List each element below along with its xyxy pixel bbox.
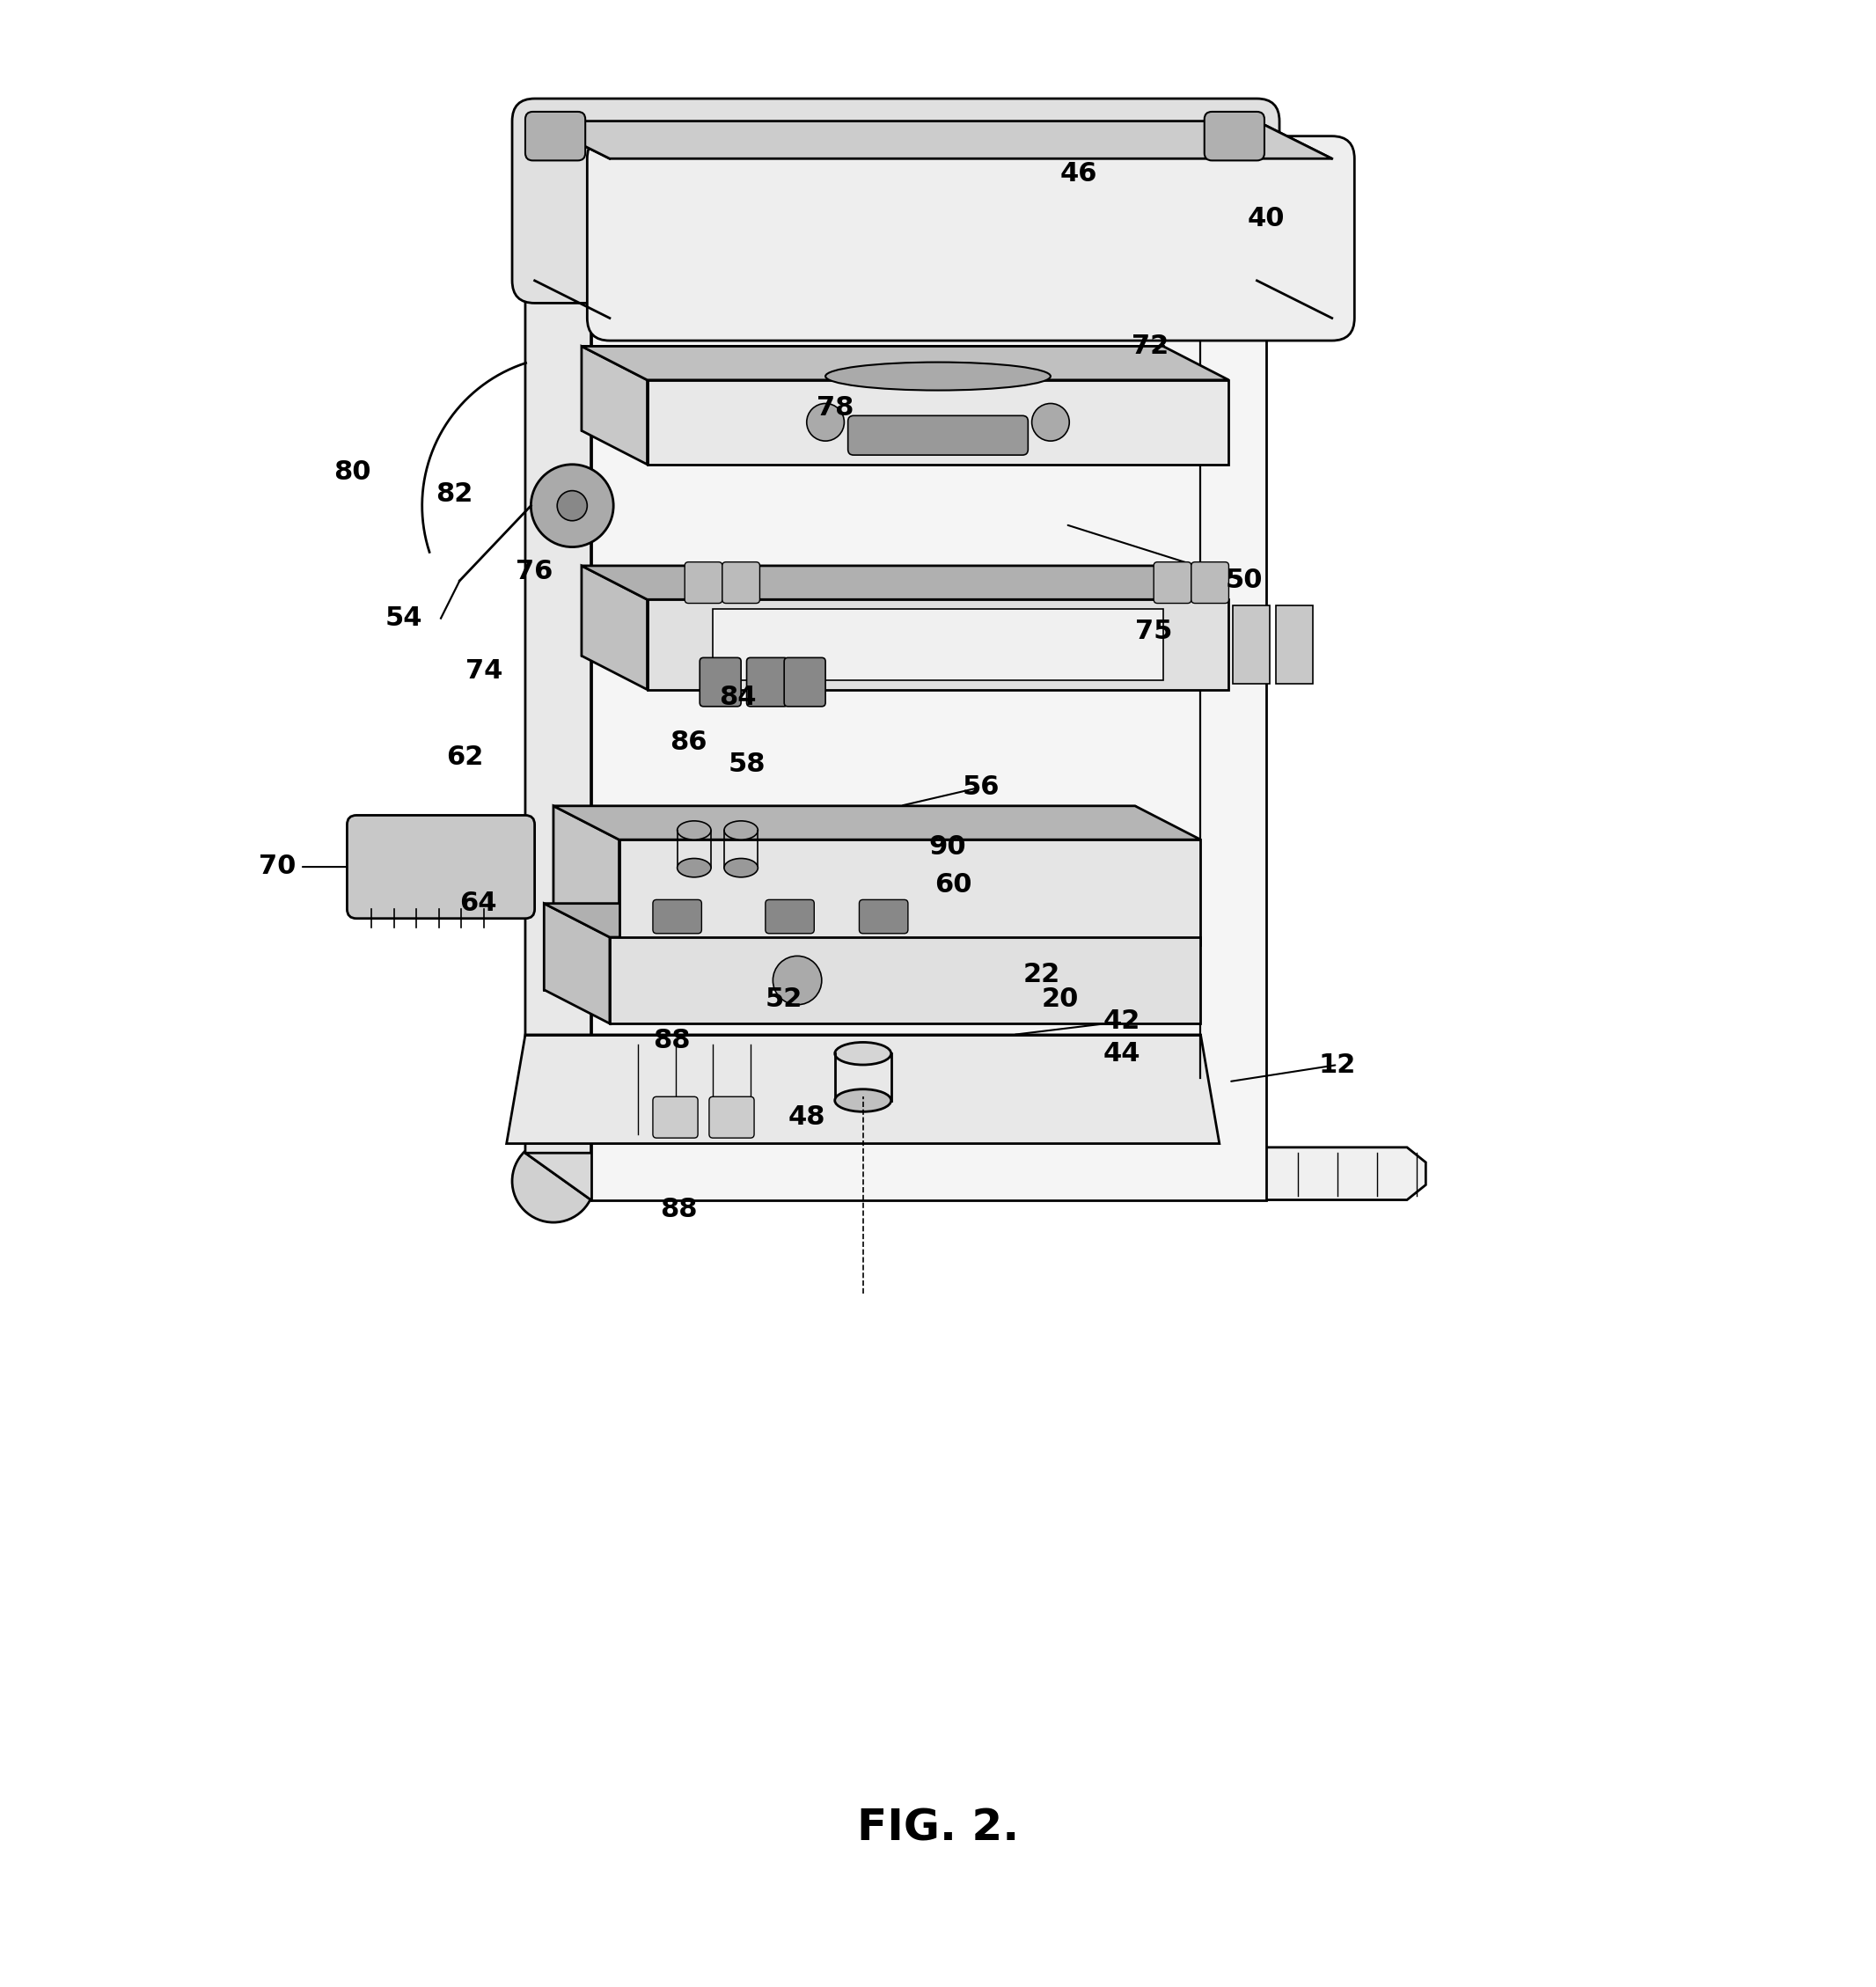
Ellipse shape [835, 1089, 891, 1111]
Circle shape [807, 403, 844, 441]
Polygon shape [582, 566, 647, 689]
FancyBboxPatch shape [653, 900, 702, 934]
FancyBboxPatch shape [1154, 562, 1191, 604]
FancyBboxPatch shape [653, 1097, 698, 1139]
FancyBboxPatch shape [722, 562, 760, 604]
Text: FIG. 2.: FIG. 2. [857, 1808, 1019, 1850]
Polygon shape [553, 807, 1201, 841]
Text: 12: 12 [1319, 1051, 1356, 1077]
Text: 20: 20 [1041, 986, 1079, 1011]
Text: 40: 40 [1248, 207, 1285, 230]
Text: 54: 54 [385, 606, 422, 632]
Text: 72: 72 [1131, 334, 1169, 360]
Bar [544, 904, 1135, 990]
Text: 62: 62 [446, 745, 484, 769]
FancyBboxPatch shape [784, 658, 825, 707]
Bar [619, 841, 1201, 944]
FancyBboxPatch shape [848, 415, 1028, 455]
Circle shape [512, 1141, 595, 1222]
Text: 46: 46 [1060, 161, 1097, 187]
Ellipse shape [825, 362, 1051, 389]
Polygon shape [553, 807, 619, 944]
FancyBboxPatch shape [512, 99, 1279, 304]
Text: 48: 48 [788, 1105, 825, 1131]
Ellipse shape [835, 1043, 891, 1065]
Text: 22: 22 [1022, 962, 1060, 988]
Bar [591, 215, 1266, 1200]
Text: 44: 44 [1103, 1041, 1141, 1067]
FancyBboxPatch shape [587, 137, 1354, 340]
FancyBboxPatch shape [347, 815, 535, 918]
Polygon shape [525, 169, 591, 1200]
FancyBboxPatch shape [709, 1097, 754, 1139]
FancyBboxPatch shape [700, 658, 741, 707]
Text: 86: 86 [670, 729, 707, 755]
Polygon shape [535, 121, 1332, 159]
Text: 90: 90 [929, 835, 966, 860]
Bar [1276, 606, 1313, 684]
Text: 64: 64 [460, 890, 497, 916]
Ellipse shape [724, 821, 758, 841]
Polygon shape [507, 1035, 1219, 1145]
Polygon shape [582, 346, 1229, 380]
FancyBboxPatch shape [765, 900, 814, 934]
Polygon shape [525, 169, 1266, 215]
Text: 84: 84 [719, 684, 756, 709]
Ellipse shape [677, 821, 711, 841]
Text: 75: 75 [1135, 618, 1172, 644]
Bar [582, 346, 1163, 431]
Circle shape [557, 491, 587, 521]
Circle shape [531, 465, 613, 546]
Circle shape [1032, 403, 1069, 441]
Bar [610, 938, 1201, 1023]
Text: 88: 88 [653, 1027, 690, 1053]
Text: 74: 74 [465, 658, 503, 684]
Text: 60: 60 [934, 872, 972, 898]
Polygon shape [544, 904, 610, 1023]
Ellipse shape [677, 858, 711, 876]
Text: 56: 56 [962, 775, 1000, 801]
Polygon shape [544, 904, 1201, 938]
Polygon shape [582, 566, 1229, 600]
Bar [1233, 606, 1270, 684]
Circle shape [773, 956, 822, 1005]
Polygon shape [525, 1152, 1266, 1200]
Text: 52: 52 [765, 986, 803, 1011]
Bar [647, 380, 1229, 465]
Bar [647, 600, 1229, 689]
Ellipse shape [724, 858, 758, 876]
Polygon shape [582, 346, 647, 465]
Text: 82: 82 [435, 481, 473, 507]
Text: 42: 42 [1103, 1009, 1141, 1035]
Text: 78: 78 [816, 395, 854, 421]
FancyBboxPatch shape [685, 562, 722, 604]
Bar [553, 807, 1135, 910]
Bar [525, 169, 1201, 1152]
FancyBboxPatch shape [525, 111, 585, 161]
Bar [713, 608, 1163, 680]
FancyBboxPatch shape [859, 900, 908, 934]
Bar [582, 566, 1163, 656]
Text: 76: 76 [516, 558, 553, 584]
Text: 50: 50 [1225, 568, 1263, 594]
Text: 88: 88 [660, 1196, 698, 1222]
Text: 80: 80 [334, 459, 371, 485]
FancyBboxPatch shape [747, 658, 788, 707]
FancyBboxPatch shape [1204, 111, 1264, 161]
Polygon shape [544, 1146, 1426, 1200]
Text: 58: 58 [728, 751, 765, 777]
Text: 70: 70 [259, 852, 296, 878]
FancyBboxPatch shape [1191, 562, 1229, 604]
